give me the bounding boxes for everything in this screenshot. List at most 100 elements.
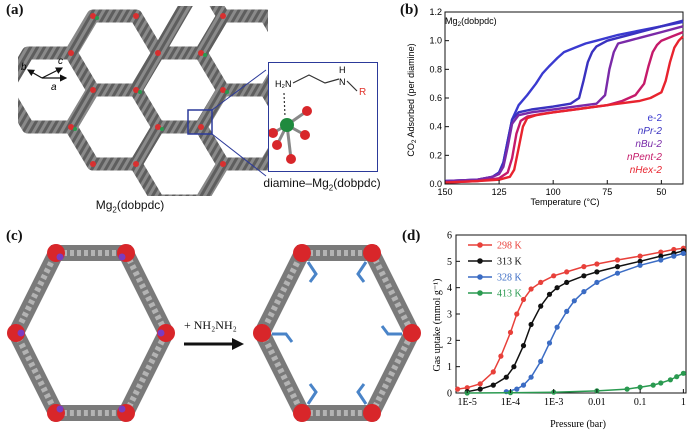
chart-d-ylabel: Gas uptake (mmol g⁻¹) bbox=[432, 279, 443, 372]
chart-d-legend-label-313k: 313 K bbox=[497, 257, 523, 268]
highlight-box bbox=[187, 109, 213, 135]
reagent-label: + NH₂NH₂ bbox=[184, 318, 237, 332]
chart-d-ytick-label: 0 bbox=[447, 389, 452, 400]
chart-d-point-328k bbox=[571, 298, 577, 304]
chart-d-point-328k bbox=[564, 308, 570, 314]
legend-nbu-2: nBu-2 bbox=[635, 139, 662, 150]
chart-d-point-298k bbox=[581, 264, 587, 270]
chart-d-point-313k bbox=[503, 374, 509, 380]
chart-d-point-313k bbox=[594, 269, 600, 275]
chart-d-ytick-label: 1 bbox=[447, 362, 452, 373]
axis-b-label: b bbox=[21, 62, 27, 73]
chart-d-point-298k bbox=[477, 381, 483, 387]
axis-a-label: a bbox=[51, 82, 57, 93]
chart-b-series-npr-2 bbox=[444, 19, 684, 183]
legend-nhex-2: nHex-2 bbox=[630, 165, 663, 176]
panel-b-label: (b) bbox=[400, 2, 419, 18]
panel-d-label: (d) bbox=[402, 228, 421, 244]
chart-d-point-313k bbox=[490, 382, 496, 388]
chart-d-series-298k bbox=[457, 247, 684, 390]
chart-d-ytick-label: 4 bbox=[447, 283, 452, 294]
chart-d-point-313k bbox=[520, 343, 527, 349]
chart-d-xtick-label: 1 bbox=[681, 397, 686, 408]
chart-d-point-298k bbox=[455, 386, 461, 392]
inset-caption: diamine–Mg2(dobpdc) bbox=[263, 176, 381, 193]
chart-d-point-413k bbox=[680, 370, 686, 376]
chart-b-ytick-label: 0.4 bbox=[429, 122, 442, 132]
chart-d-point-298k bbox=[507, 329, 514, 335]
inset-n-label: N bbox=[339, 77, 346, 87]
chart-d-ytick-label: 2 bbox=[447, 336, 452, 347]
chart-b-ytick-label: 1.2 bbox=[429, 7, 442, 17]
chart-b-ytick-label: 1.0 bbox=[429, 36, 442, 46]
chart-d-point-298k bbox=[464, 385, 470, 391]
chart-b-ytick-label: 0.6 bbox=[429, 93, 442, 103]
chart-d-point-413k bbox=[658, 380, 664, 386]
chart-d-point-298k bbox=[564, 269, 570, 275]
chart-b-ytick-label: 0.2 bbox=[429, 150, 442, 160]
chart-d-point-298k bbox=[490, 369, 496, 375]
chart-d-point-328k bbox=[680, 250, 686, 256]
chart-d-point-313k bbox=[528, 321, 534, 328]
mof-honeycomb-structure bbox=[18, 6, 268, 196]
chart-d-legend-marker-328k bbox=[477, 274, 483, 280]
chart-d-legend-marker-313k bbox=[477, 258, 483, 264]
chart-d-xlabel: Pressure (bar) bbox=[550, 419, 606, 430]
chart-d-point-328k bbox=[671, 253, 677, 259]
chart-d-point-313k bbox=[477, 386, 483, 392]
chart-d-legend-marker-413k bbox=[477, 290, 483, 296]
mof-pore-hydrazine bbox=[253, 244, 421, 422]
chart-d-point-413k bbox=[667, 377, 673, 383]
chart-d-xtick-label: 0.01 bbox=[588, 397, 606, 408]
chart-d-point-328k bbox=[658, 257, 664, 263]
chart-d-xtick-label: 1E-4 bbox=[501, 397, 520, 408]
chart-d-point-313k bbox=[554, 285, 560, 291]
chart-d-point-328k bbox=[528, 374, 534, 380]
chart-d-point-328k bbox=[637, 262, 643, 268]
chart-d-ytick-label: 3 bbox=[447, 310, 452, 321]
chart-d-point-298k bbox=[498, 353, 504, 359]
chart-d: 1E-5 1E-4 1E-3 0.01 0.1 1 0 1 2 3 4 5 6 298 K 313 K 32… bbox=[432, 231, 687, 430]
chart-d-point-328k bbox=[520, 382, 527, 388]
legend-npent-2: nPent-2 bbox=[627, 152, 662, 163]
chart-d-point-298k bbox=[551, 273, 557, 279]
chart-d-point-298k bbox=[658, 249, 664, 255]
chart-d-point-328k bbox=[581, 289, 587, 295]
panel-a-caption: Mg2(dobpdc) bbox=[95, 198, 165, 215]
chart-b-xtick-label: 125 bbox=[492, 187, 507, 197]
chart-d-xtick-label: 1E-5 bbox=[457, 397, 476, 408]
chart-d-point-298k bbox=[514, 311, 520, 317]
chart-d-point-298k bbox=[520, 296, 527, 303]
legend-npr-2: nPr-2 bbox=[638, 126, 663, 137]
diamine-inset: H₂N H N R bbox=[268, 62, 378, 172]
chart-d-series-413k bbox=[467, 372, 684, 394]
mof-pore-pristine bbox=[7, 244, 175, 422]
chart-b-series-nbu-2 bbox=[444, 25, 684, 183]
chart-d-point-298k bbox=[538, 279, 544, 285]
chart-b: 150 125 100 75 50 0.0 0.2 0.4 0.6 0.8 1.0 1.2 Mg2(d… bbox=[406, 7, 684, 207]
panel-c-label: (c) bbox=[6, 228, 23, 244]
chart-d-point-313k bbox=[546, 291, 553, 297]
chart-b-xlabel: Temperature (°C) bbox=[530, 197, 599, 207]
chart-d-point-298k bbox=[528, 286, 534, 292]
chart-d-legend-label-298k: 298 K bbox=[497, 241, 523, 252]
inset-r-label: R bbox=[359, 87, 366, 98]
chart-d-point-313k bbox=[581, 273, 587, 279]
chart-b-xtick-label: 75 bbox=[602, 187, 612, 197]
chart-d-point-413k bbox=[674, 374, 680, 380]
axis-c-label: c bbox=[58, 56, 63, 67]
chart-b-title: Mg2(dobpdc) bbox=[445, 16, 497, 28]
legend-e-2: e-2 bbox=[648, 113, 663, 124]
chart-d-point-313k bbox=[511, 364, 517, 370]
chart-d-xtick-label: 0.1 bbox=[634, 397, 647, 408]
chart-d-ytick-label: 6 bbox=[447, 231, 452, 242]
chart-d-point-413k bbox=[637, 384, 643, 390]
chart-d-point-413k bbox=[650, 382, 656, 388]
chart-d-point-298k bbox=[671, 246, 677, 253]
chart-d-point-328k bbox=[514, 386, 520, 392]
chart-d-point-313k bbox=[658, 253, 664, 259]
inset-h-label: H bbox=[339, 65, 346, 75]
chart-d-point-413k bbox=[624, 386, 630, 392]
inset-h2n-label: H₂N bbox=[275, 79, 292, 89]
chart-d-point-328k bbox=[538, 358, 544, 364]
